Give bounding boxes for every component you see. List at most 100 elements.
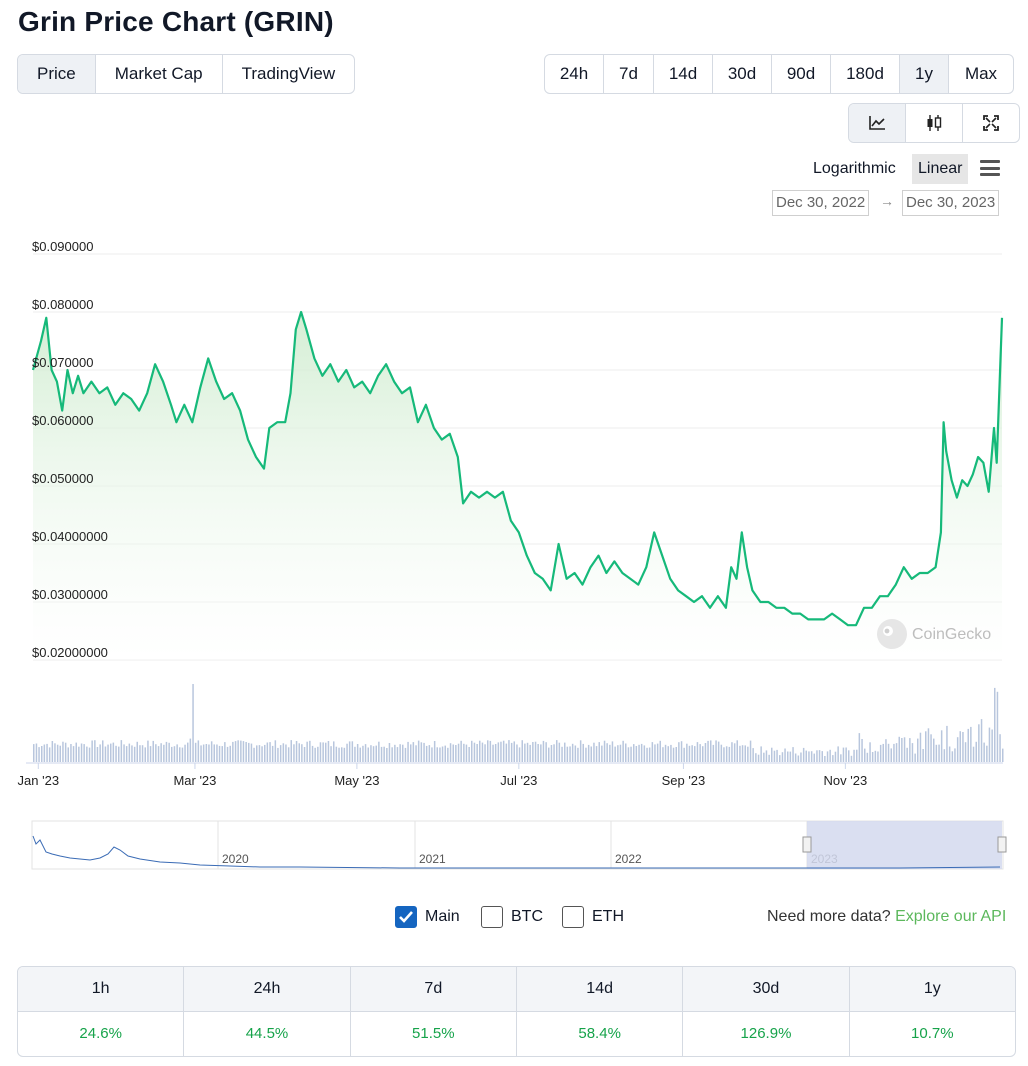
candlestick-button[interactable] — [906, 104, 963, 142]
date-from-input[interactable]: Dec 30, 2022 — [772, 190, 870, 216]
volume-bar — [423, 742, 425, 762]
volume-bar — [99, 744, 101, 762]
volume-bar — [136, 741, 138, 762]
checkbox-checked-icon[interactable] — [395, 906, 417, 928]
series-toggle-label: ETH — [592, 908, 624, 925]
volume-bar — [598, 742, 600, 762]
volume-bar — [508, 740, 510, 762]
volume-bar — [489, 740, 492, 762]
range-180d-button[interactable]: 180d — [831, 55, 900, 93]
volume-bar — [115, 745, 117, 762]
volume-bar — [200, 745, 202, 762]
volume-bar — [930, 734, 932, 762]
x-tick-label: Jan '23 — [18, 773, 60, 788]
volume-bar — [882, 743, 884, 762]
range-max-button[interactable]: Max — [964, 64, 998, 83]
range-14d-button[interactable]: 14d — [654, 55, 713, 93]
fullscreen-button[interactable] — [963, 104, 1019, 142]
coingecko-watermark: CoinGecko — [877, 619, 991, 649]
series-toggle-eth[interactable]: ETH — [562, 906, 624, 928]
volume-bar — [532, 742, 534, 762]
range-1y-button[interactable]: 1y — [900, 55, 949, 93]
menu-icon[interactable] — [980, 160, 1000, 176]
navigator[interactable]: 2020202120222023 — [31, 820, 1007, 870]
tab-price[interactable]: Price — [18, 55, 96, 93]
volume-bar — [917, 738, 919, 762]
volume-bar — [824, 756, 826, 762]
volume-bar — [362, 745, 364, 762]
checkbox-icon[interactable] — [562, 906, 584, 928]
volume-bar — [590, 746, 592, 762]
tab-tradingview[interactable]: TradingView — [241, 64, 336, 83]
volume-bar — [879, 744, 882, 762]
volume-bar — [866, 752, 869, 762]
volume-bar — [107, 744, 109, 762]
volume-bar — [229, 745, 231, 762]
volume-bar — [48, 747, 51, 762]
volume-bar — [781, 752, 784, 762]
volume-bar — [234, 741, 237, 762]
series-toggle-main[interactable]: Main — [395, 906, 460, 928]
volume-bar — [980, 719, 983, 762]
volume-bar — [160, 743, 162, 762]
volume-bar — [893, 743, 895, 762]
volume-bar — [258, 745, 261, 762]
volume-bar — [226, 746, 229, 762]
linear-scale-button[interactable]: Linear — [912, 154, 969, 184]
date-to-input[interactable]: Dec 30, 2023 — [902, 190, 1000, 216]
volume-bar — [694, 746, 696, 762]
volume-bar — [962, 732, 964, 762]
y-tick-label: $0.080000 — [32, 297, 93, 312]
volume-bar — [513, 741, 515, 762]
volume-bar — [420, 742, 423, 762]
series-toggle-btc[interactable]: BTC — [481, 906, 543, 928]
volume-bar — [242, 741, 245, 762]
navigator-selection[interactable] — [807, 821, 1002, 869]
volume-bar — [672, 747, 675, 762]
volume-bar — [184, 744, 186, 762]
volume-bar — [553, 744, 555, 762]
navigator-year-label: 2022 — [615, 852, 642, 866]
range-90d-button[interactable]: 90d — [772, 55, 831, 93]
x-tick-label: Sep '23 — [662, 773, 706, 788]
volume-bar — [192, 684, 194, 762]
volume-bar — [131, 745, 133, 762]
volume-bar — [877, 751, 879, 762]
navigator-handle-left[interactable] — [802, 836, 812, 853]
volume-bar — [994, 687, 996, 762]
tab-market-cap[interactable]: Market Cap — [96, 55, 223, 93]
checkbox-icon[interactable] — [481, 906, 503, 928]
volume-bar — [975, 741, 977, 762]
explore-api-link[interactable]: Explore our API — [895, 908, 1007, 925]
volume-bar — [800, 752, 802, 762]
volume-bar — [601, 745, 603, 762]
volume-bar — [861, 739, 863, 762]
volume-bar — [510, 742, 513, 762]
volume-bar — [526, 742, 529, 762]
volume-bar — [978, 724, 980, 762]
volume-bar — [72, 746, 75, 762]
volume-bar — [731, 742, 733, 762]
range-24h-button[interactable]: 24h — [545, 55, 604, 93]
volume-bar — [816, 750, 818, 762]
volume-bar — [240, 740, 242, 762]
volume-bar — [415, 745, 417, 762]
volume-bar — [1002, 748, 1004, 762]
y-tick-label: $0.03000000 — [32, 587, 108, 602]
line-chart-button[interactable] — [849, 104, 906, 142]
volume-bar — [141, 745, 144, 762]
logarithmic-scale-button[interactable]: Logarithmic — [813, 160, 896, 177]
volume-bar — [417, 740, 420, 762]
volume-bar — [848, 750, 850, 762]
range-7d-button[interactable]: 7d — [604, 55, 654, 93]
navigator-handle-right[interactable] — [997, 836, 1007, 853]
price-line — [31, 310, 1004, 627]
volume-bar — [64, 742, 67, 762]
range-30d-button[interactable]: 30d — [713, 55, 772, 93]
volume-bar — [959, 731, 961, 762]
volume-bar — [399, 744, 401, 762]
x-tick-label: May '23 — [334, 773, 379, 788]
volume-bar — [317, 746, 319, 762]
value-cell: 10.7% — [911, 1025, 954, 1042]
volume-bar — [933, 738, 935, 762]
